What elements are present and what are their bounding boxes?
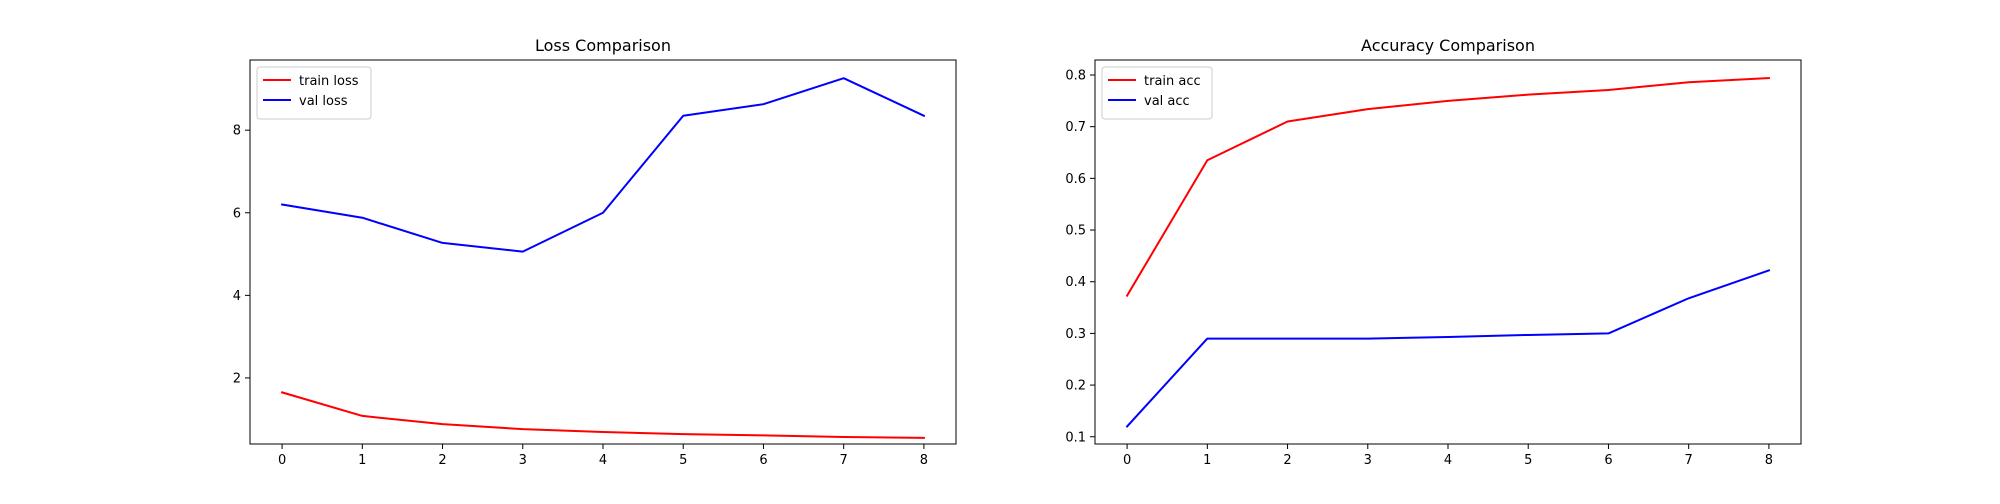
legend-label: train acc [1144, 74, 1201, 89]
y-tick-label: 2 [233, 371, 241, 386]
y-tick-label: 0.1 [1065, 430, 1086, 445]
x-tick-label: 5 [679, 453, 687, 468]
x-tick-label: 3 [1364, 453, 1372, 468]
y-tick-label: 6 [233, 206, 241, 221]
x-tick-label: 7 [840, 453, 848, 468]
x-tick-label: 7 [1685, 453, 1693, 468]
x-tick-label: 0 [1123, 453, 1131, 468]
series-line-train-acc [1125, 77, 1770, 298]
x-tick-label: 5 [1524, 453, 1532, 468]
legend-label: val acc [1144, 94, 1190, 109]
chart-title: Accuracy Comparison [1361, 36, 1535, 55]
x-tick-label: 8 [920, 453, 928, 468]
y-tick-label: 8 [233, 124, 241, 139]
legend: train acc val acc [1101, 66, 1213, 120]
x-tick-label: 6 [1604, 453, 1612, 468]
x-tick-label: 0 [278, 453, 286, 468]
y-tick-label: 4 [233, 289, 241, 304]
chart-panel-2: Accuracy Comparison 0 1 2 3 4 5 6 7 8 0.1 0.2 0.3 0.4… [1065, 36, 1802, 468]
y-tick-label: 0.3 [1065, 327, 1086, 342]
legend: train loss val loss [256, 66, 372, 120]
x-tick-label: 2 [1283, 453, 1291, 468]
series-line-val-loss [280, 77, 926, 253]
chart-panel-1: Loss Comparison 0 1 2 3 4 5 6 7 8 2 4 6 8 train loss va… [233, 36, 957, 468]
series-line-train-loss [280, 391, 925, 439]
x-tick-label: 1 [1203, 453, 1211, 468]
x-tick-label: 2 [438, 453, 446, 468]
x-tick-label: 6 [759, 453, 767, 468]
x-tick-label: 3 [519, 453, 527, 468]
y-tick-label: 0.5 [1065, 224, 1086, 239]
y-tick-label: 0.8 [1065, 68, 1086, 83]
legend-label: train loss [299, 74, 359, 89]
legend-label: val loss [299, 94, 348, 109]
x-tick-label: 4 [599, 453, 607, 468]
y-tick-label: 0.4 [1065, 275, 1086, 290]
y-tick-label: 0.6 [1065, 172, 1086, 187]
x-tick-label: 8 [1765, 453, 1773, 468]
series-line-val-acc [1125, 269, 1771, 428]
y-tick-label: 0.2 [1065, 379, 1086, 394]
y-tick-label: 0.7 [1065, 120, 1086, 135]
x-tick-label: 1 [358, 453, 366, 468]
x-tick-label: 4 [1444, 453, 1452, 468]
chart-title: Loss Comparison [535, 36, 671, 55]
